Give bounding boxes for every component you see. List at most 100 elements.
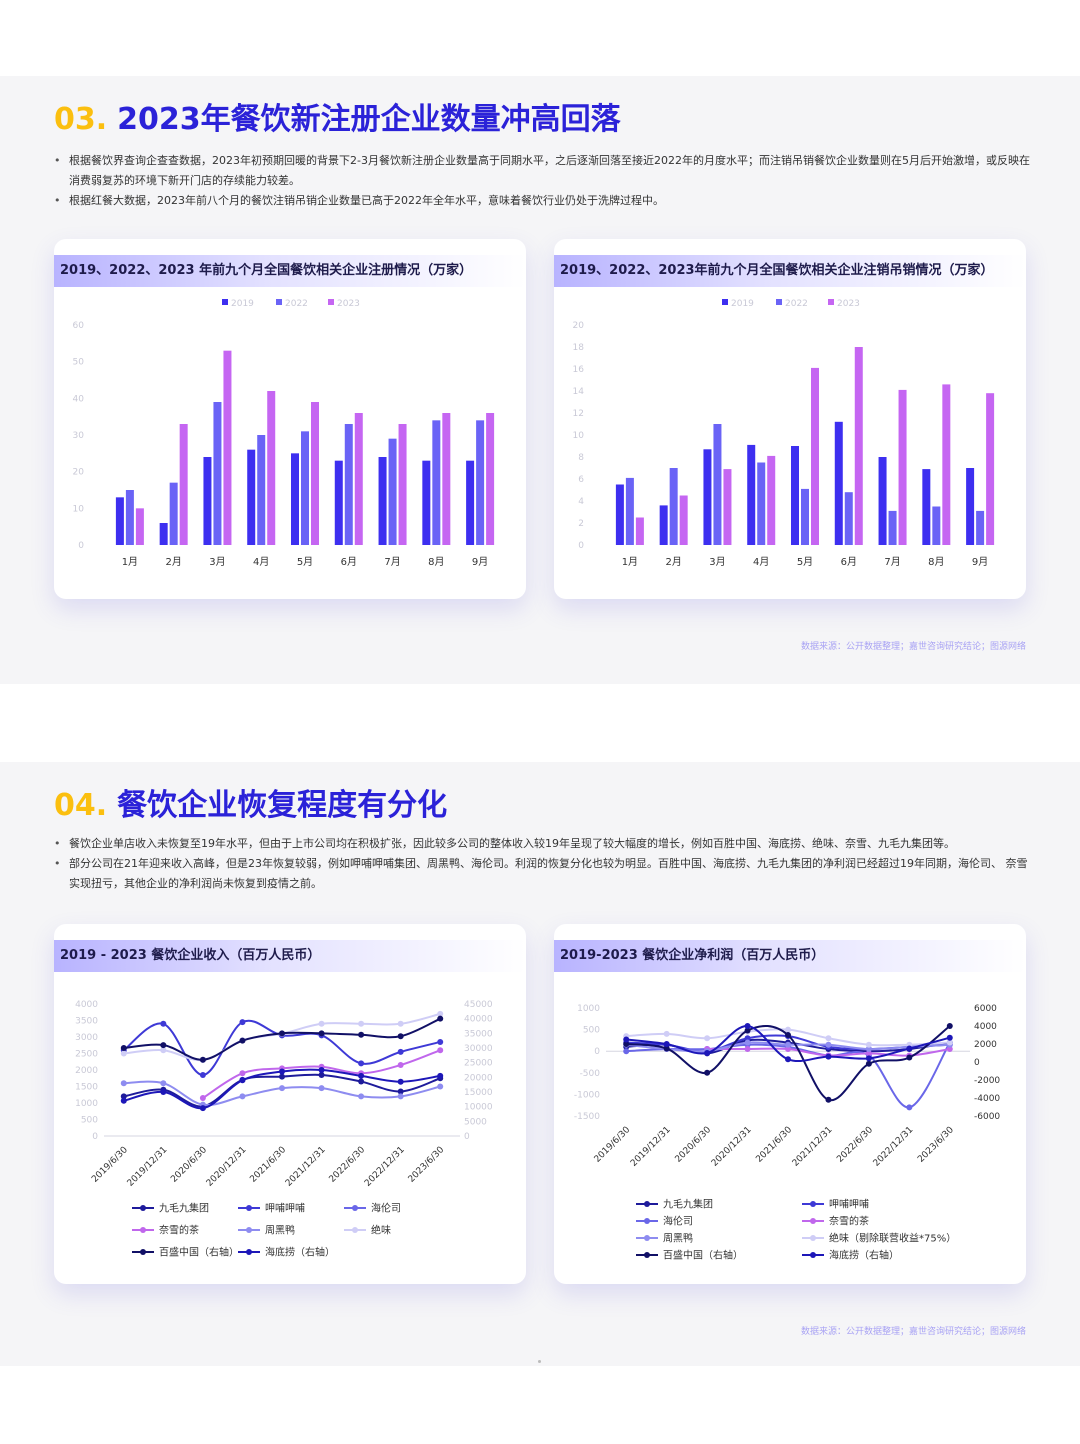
y2-tick-label: 45000 xyxy=(464,1000,493,1010)
x-tick-label: 2021/6/30 xyxy=(248,1145,288,1185)
chart-card-deregistration: 2019、2022、2023年前九个月全国餐饮相关企业注销吊销情况（万家） 20… xyxy=(554,239,1026,599)
series-point-奈雪的茶 xyxy=(199,1095,206,1102)
series-point-百盛中国（右轴） xyxy=(318,1030,325,1037)
bar-2019-7月 xyxy=(378,457,387,545)
legend-label: 海底捞（右轴） xyxy=(265,1246,335,1259)
legend-marker xyxy=(810,1201,816,1207)
series-point-绝味（剔除联营收益*75%） xyxy=(663,1030,670,1037)
series-point-周黑鸭 xyxy=(120,1080,127,1087)
legend-item: 呷哺呷哺 xyxy=(802,1198,869,1211)
legend-item: 2019 xyxy=(222,299,254,309)
y2-tick-label: 4000 xyxy=(974,1022,997,1032)
bullet-item: 根据红餐大数据，2023年前八个月的餐饮注销吊销企业数量已高于2022年全年水平… xyxy=(54,191,1030,211)
series-point-绝味 xyxy=(358,1020,365,1027)
x-tick-label: 2021/12/31 xyxy=(284,1145,328,1189)
series-point-海底捞（右轴） xyxy=(785,1056,791,1063)
legend-label: 2019 xyxy=(231,299,254,309)
legend-label: 2022 xyxy=(285,299,308,309)
bar-2019-1月 xyxy=(615,484,624,545)
series-point-百盛中国（右轴） xyxy=(120,1045,127,1051)
page-dot xyxy=(538,1360,541,1363)
x-tick-label: 2022/12/31 xyxy=(872,1125,916,1169)
legend-marker xyxy=(140,1227,146,1233)
series-point-绝味 xyxy=(120,1050,127,1057)
series-point-百盛中国（右轴） xyxy=(358,1031,365,1038)
legend-item: 绝味（剔除联营收益*75%） xyxy=(802,1232,956,1245)
y2-tick-label: 5000 xyxy=(464,1117,487,1127)
section-registration: 03. 2023年餐饮新注册企业数量冲高回落 根据餐饮界查询企查查数据，2023年… xyxy=(0,76,1080,684)
bar-2022-5月 xyxy=(801,488,809,545)
series-point-海底捞（右轴） xyxy=(160,1089,167,1095)
legend-label: 2019 xyxy=(731,299,754,309)
x-tick-label: 3月 xyxy=(709,556,725,568)
series-point-九毛九集团 xyxy=(318,1071,325,1078)
legend-swatch xyxy=(328,299,334,305)
bar-2022-5月 xyxy=(301,431,309,545)
legend-marker xyxy=(810,1235,816,1241)
x-tick-label: 2019/6/30 xyxy=(90,1145,130,1185)
series-point-周黑鸭 xyxy=(825,1041,832,1048)
series-point-海底捞（右轴） xyxy=(199,1105,206,1112)
series-point-周黑鸭 xyxy=(160,1080,167,1087)
legend-label: 周黑鸭 xyxy=(265,1224,295,1237)
series-point-绝味（剔除联营收益*75%） xyxy=(785,1026,791,1033)
bar-2023-7月 xyxy=(898,389,907,545)
y-tick-label: 12 xyxy=(573,409,584,419)
series-point-绝味 xyxy=(318,1020,325,1027)
legend-marker xyxy=(140,1205,146,1211)
series-point-海底捞（右轴） xyxy=(239,1077,246,1084)
series-point-周黑鸭 xyxy=(785,1041,791,1048)
legend-label: 海底捞（右轴） xyxy=(829,1249,899,1262)
series-point-百盛中国（右轴） xyxy=(199,1056,206,1063)
series-point-呷哺呷哺 xyxy=(437,1038,444,1045)
series-point-呷哺呷哺 xyxy=(239,1019,246,1026)
series-point-奈雪的茶 xyxy=(239,1070,246,1077)
series-point-海底捞（右轴） xyxy=(946,1034,953,1041)
legend-marker xyxy=(644,1218,650,1224)
series-point-百盛中国（右轴） xyxy=(906,1054,913,1061)
series-point-周黑鸭 xyxy=(358,1093,365,1100)
bar-2022-8月 xyxy=(432,420,441,545)
x-tick-label: 2020/12/31 xyxy=(710,1125,754,1169)
x-tick-label: 5月 xyxy=(797,556,813,568)
series-point-奈雪的茶 xyxy=(946,1046,953,1053)
y-tick-label: 30 xyxy=(73,431,85,441)
y-tick-label: 3500 xyxy=(75,1017,98,1027)
y2-tick-label: 0 xyxy=(464,1132,470,1142)
y-tick-label: 2 xyxy=(578,519,584,529)
y-tick-label: -1000 xyxy=(574,1090,600,1100)
series-point-奈雪的茶 xyxy=(744,1046,751,1053)
y-tick-label: 500 xyxy=(81,1116,98,1126)
y-tick-label: 14 xyxy=(573,387,585,397)
bar-2022-7月 xyxy=(388,438,397,545)
x-tick-label: 2021/12/31 xyxy=(791,1125,835,1169)
legend-label: 奈雪的茶 xyxy=(829,1215,869,1228)
chart-title: 2019、2022、2023年前九个月全国餐饮相关企业注销吊销情况（万家） xyxy=(554,255,1026,287)
legend-marker xyxy=(644,1252,650,1258)
legend-label: 2023 xyxy=(837,299,860,309)
legend-item: 奈雪的茶 xyxy=(802,1215,869,1228)
bar-2023-9月 xyxy=(986,393,995,545)
series-point-百盛中国（右轴） xyxy=(279,1030,285,1037)
legend-item: 呷哺呷哺 xyxy=(238,1202,305,1215)
series-point-海底捞（右轴） xyxy=(623,1036,630,1043)
legend-label: 绝味 xyxy=(371,1224,391,1237)
x-tick-label: 4月 xyxy=(253,556,269,568)
series-point-百盛中国（右轴） xyxy=(397,1033,404,1040)
section-title: 03. 2023年餐饮新注册企业数量冲高回落 xyxy=(54,94,621,138)
bar-2019-8月 xyxy=(922,469,931,545)
y2-tick-label: -4000 xyxy=(974,1094,1000,1104)
bar-2019-4月 xyxy=(247,449,256,545)
bar-2023-5月 xyxy=(811,367,819,545)
series-point-百盛中国（右轴） xyxy=(946,1023,953,1029)
bar-2023-6月 xyxy=(854,347,863,545)
series-point-海底捞（右轴） xyxy=(279,1068,285,1075)
legend-label: 百盛中国（右轴） xyxy=(663,1249,743,1262)
bar-2019-1月 xyxy=(115,497,124,545)
bar-2023-3月 xyxy=(723,469,732,545)
bar-chart-registration: 2019 2022 2023 0 10 20 30 40 50 60 1月 2月 3月 4月 5月 6月 7月 8… xyxy=(73,299,495,568)
legend-marker xyxy=(246,1227,252,1233)
bar-2023-1月 xyxy=(135,508,144,545)
bar-2019-7月 xyxy=(878,457,887,545)
y2-tick-label: 6000 xyxy=(974,1004,997,1014)
